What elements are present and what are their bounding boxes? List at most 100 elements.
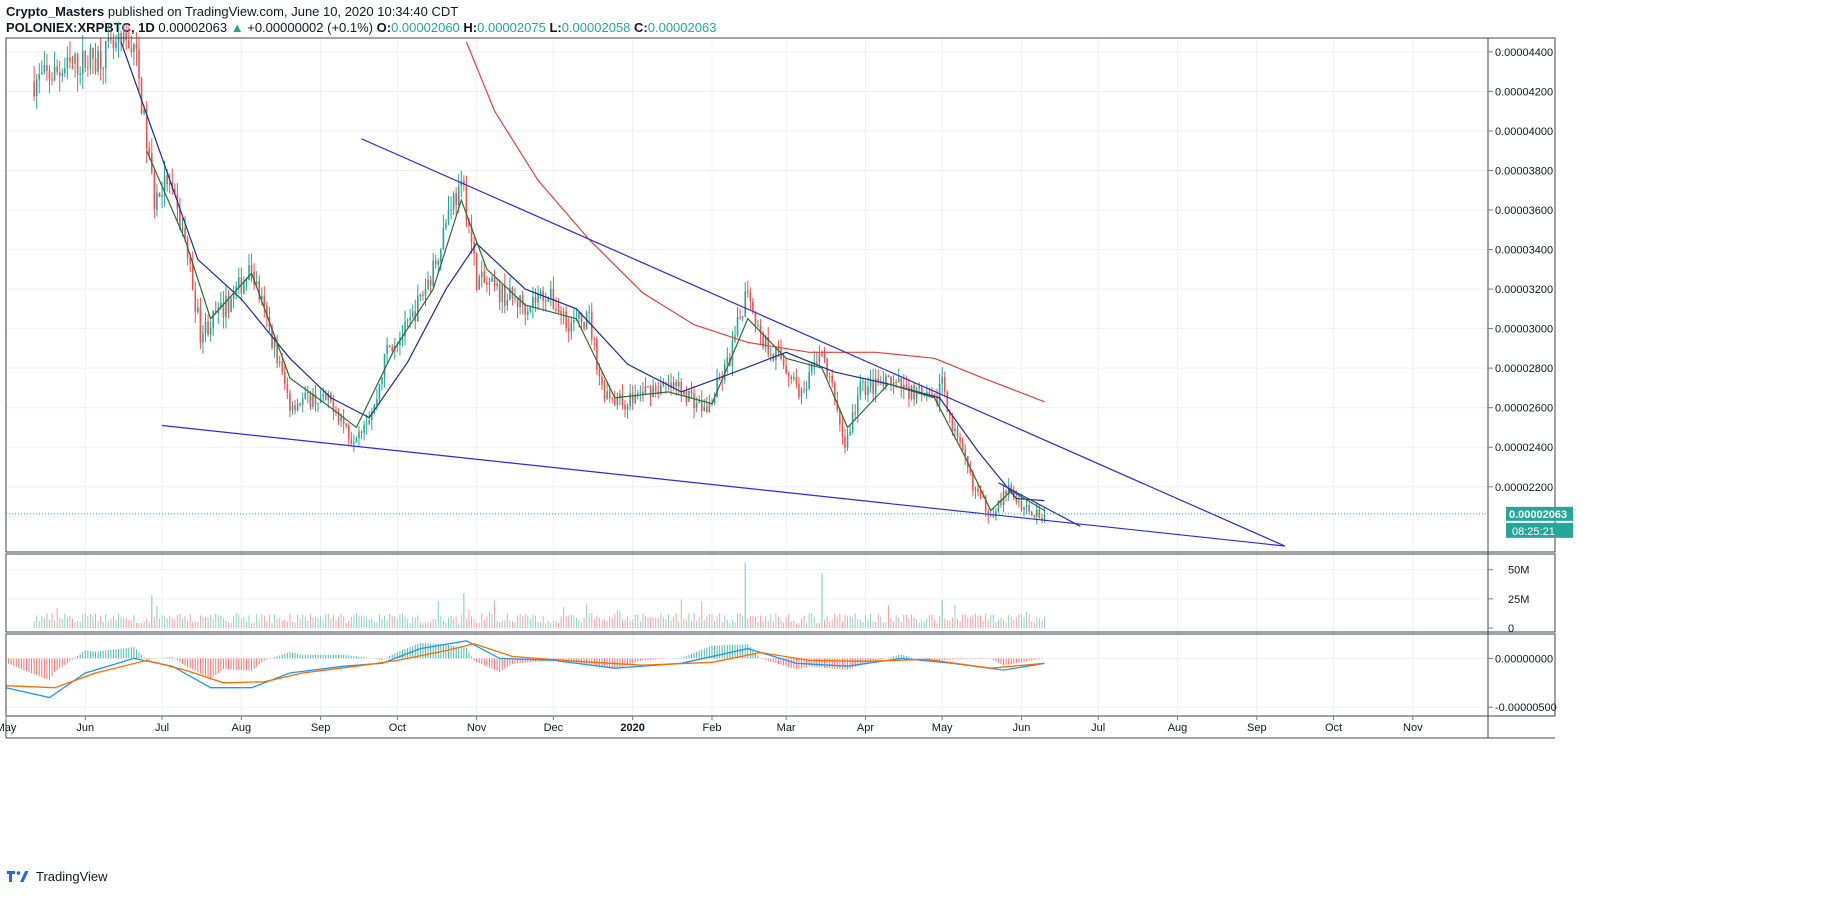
candle-body (138, 49, 140, 79)
candle-body (754, 311, 757, 326)
tradingview-logo[interactable]: TradingView (6, 868, 108, 884)
candle-body (480, 271, 483, 277)
candle-body (51, 79, 53, 81)
candle-body (798, 383, 800, 397)
candle-body (230, 298, 232, 312)
candle-body (248, 265, 250, 280)
candle-body (168, 183, 171, 185)
candle-body (360, 431, 363, 433)
candle-body (844, 436, 846, 448)
y-tick-label: 0.00002800 (1495, 363, 1553, 375)
trendlines[interactable] (6, 138, 1487, 547)
candle-body (910, 385, 913, 400)
candle-body (905, 384, 908, 387)
candle-body (841, 424, 844, 437)
price-tag-box (1506, 506, 1573, 521)
candle-body (46, 64, 48, 71)
x-tick-label: May (932, 722, 953, 734)
candle-body (110, 38, 112, 40)
time-axis[interactable]: May Jun Jul Aug Sep Oct Nov Dec 2020 Feb Mar Apr May… (0, 716, 1423, 734)
candle-body (521, 295, 524, 305)
candle-body (677, 381, 680, 387)
candle-body (156, 192, 158, 210)
candle-body (69, 57, 71, 62)
candle-body (874, 378, 877, 395)
candle-body (260, 295, 263, 300)
candle-body (862, 381, 864, 383)
candle-body (744, 291, 747, 317)
candle-body (690, 391, 693, 394)
candle-body (606, 391, 608, 399)
candle-body (202, 333, 204, 343)
publisher-name[interactable]: Crypto_Masters (6, 4, 105, 19)
candle-body (626, 406, 629, 410)
last-price-tag: 0.00002063 08:25:21 (1506, 506, 1573, 538)
candle-body (598, 369, 601, 377)
candle-body (759, 325, 762, 334)
candle-body (191, 263, 194, 291)
moving-averages[interactable] (120, 41, 1045, 512)
candle-body (926, 391, 928, 394)
candle-body (519, 295, 521, 308)
candle-body (232, 291, 235, 299)
candle-body (143, 108, 145, 114)
candle-body (946, 391, 949, 412)
volume-pane[interactable] (33, 562, 1045, 628)
candle-body (432, 260, 434, 286)
grid-lines (5, 38, 1487, 716)
candle-body (450, 209, 452, 211)
candle-body (790, 376, 793, 379)
candle-body (312, 393, 314, 407)
candle-body (417, 295, 419, 322)
candle-body (1000, 500, 1002, 506)
pane-border (5, 633, 1556, 717)
candle-body (885, 375, 887, 386)
candle-body (181, 227, 184, 230)
candle-body (135, 44, 138, 50)
candle-body (115, 42, 117, 49)
candle-body (107, 38, 110, 42)
candle-body (992, 515, 995, 517)
candle-body (793, 377, 795, 379)
candle-body (956, 428, 959, 438)
candle-body (209, 327, 212, 335)
candle-body (516, 297, 519, 308)
price-candles[interactable] (33, 21, 1046, 525)
vol-tick-label: 0 (1508, 623, 1514, 635)
candle-body (1038, 509, 1041, 519)
candle-body (197, 307, 199, 312)
candle-body (611, 398, 614, 400)
change-value: +0.00000002 (+0.1%) (247, 20, 374, 35)
candle-body (1020, 501, 1023, 510)
y-tick-label: 0.00003200 (1495, 284, 1553, 296)
signal-line (5, 643, 1045, 689)
candle-body (237, 277, 240, 287)
candle-body (867, 386, 869, 396)
candle-body (427, 279, 429, 289)
candle-body (1028, 505, 1030, 512)
candle-body (918, 386, 920, 389)
candle-body (514, 297, 516, 299)
candle-body (818, 353, 821, 363)
candle-body (263, 295, 266, 306)
candle-body (613, 399, 616, 405)
candle-body (245, 279, 248, 283)
macd-pane[interactable] (5, 640, 1045, 699)
candle-body (33, 81, 35, 97)
candle-body (675, 382, 677, 387)
candle-body (478, 276, 481, 290)
candle-body (130, 48, 133, 53)
candle-body (670, 382, 672, 389)
candle-body (496, 283, 498, 287)
countdown-value: 08:25:21 (1512, 526, 1555, 538)
price-axis[interactable]: 0.00004400 0.00004200 0.00004000 0.00003800… (1488, 47, 1557, 714)
change-arrow-icon: ▲ (230, 20, 244, 35)
candle-body (872, 379, 874, 395)
candle-body (685, 390, 688, 402)
candle-body (1030, 511, 1033, 515)
candle-body (846, 434, 849, 448)
candle-body (997, 500, 1000, 512)
candle-body (782, 358, 785, 366)
candle-body (58, 72, 61, 76)
